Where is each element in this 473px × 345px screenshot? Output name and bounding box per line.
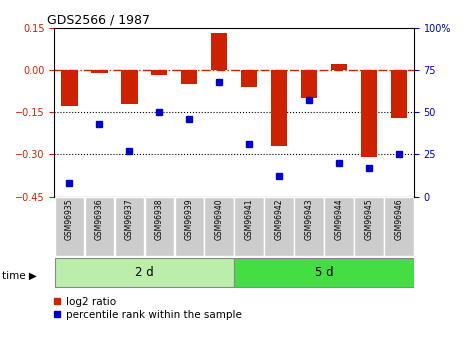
FancyBboxPatch shape xyxy=(85,197,114,256)
FancyBboxPatch shape xyxy=(294,197,324,256)
FancyBboxPatch shape xyxy=(114,197,144,256)
FancyBboxPatch shape xyxy=(55,258,234,287)
Text: GSM96944: GSM96944 xyxy=(334,198,343,240)
FancyBboxPatch shape xyxy=(145,197,174,256)
FancyBboxPatch shape xyxy=(235,258,413,287)
Text: GSM96940: GSM96940 xyxy=(215,198,224,240)
Bar xyxy=(211,33,228,70)
Text: GSM96942: GSM96942 xyxy=(274,198,284,240)
Bar xyxy=(241,70,257,87)
Text: GSM96943: GSM96943 xyxy=(305,198,314,240)
Text: GSM96946: GSM96946 xyxy=(394,198,403,240)
Text: 5 d: 5 d xyxy=(315,266,333,279)
Bar xyxy=(271,70,287,146)
FancyBboxPatch shape xyxy=(175,197,204,256)
FancyBboxPatch shape xyxy=(384,197,413,256)
FancyBboxPatch shape xyxy=(204,197,234,256)
FancyBboxPatch shape xyxy=(354,197,384,256)
FancyBboxPatch shape xyxy=(324,197,354,256)
Bar xyxy=(61,70,78,107)
Bar xyxy=(391,70,407,118)
Bar xyxy=(301,70,317,98)
Legend: log2 ratio, percentile rank within the sample: log2 ratio, percentile rank within the s… xyxy=(53,297,242,320)
Bar xyxy=(121,70,138,104)
Bar xyxy=(151,70,167,76)
Text: 2 d: 2 d xyxy=(135,266,154,279)
Text: GSM96936: GSM96936 xyxy=(95,198,104,240)
Text: GDS2566 / 1987: GDS2566 / 1987 xyxy=(47,13,150,27)
Text: time ▶: time ▶ xyxy=(2,271,37,281)
FancyBboxPatch shape xyxy=(55,197,84,256)
Text: GSM96941: GSM96941 xyxy=(245,198,254,240)
Text: GSM96937: GSM96937 xyxy=(125,198,134,240)
Text: GSM96939: GSM96939 xyxy=(184,198,194,240)
Text: GSM96935: GSM96935 xyxy=(65,198,74,240)
Text: GSM96938: GSM96938 xyxy=(155,198,164,240)
Bar xyxy=(331,64,347,70)
Text: GSM96945: GSM96945 xyxy=(364,198,374,240)
Bar xyxy=(361,70,377,157)
Bar xyxy=(181,70,197,84)
FancyBboxPatch shape xyxy=(264,197,294,256)
FancyBboxPatch shape xyxy=(235,197,264,256)
Bar xyxy=(91,70,107,73)
